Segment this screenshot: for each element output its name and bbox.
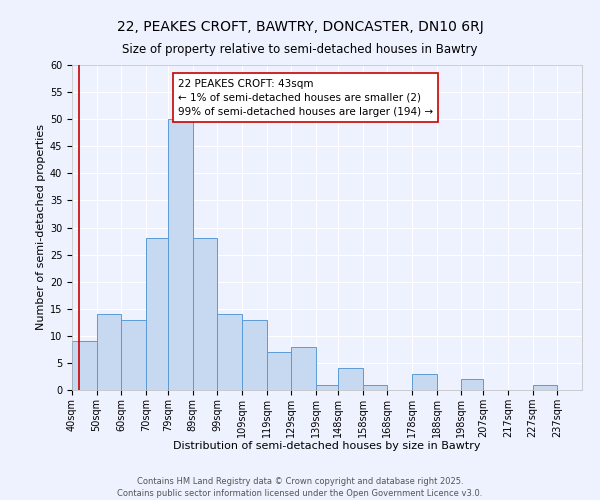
Bar xyxy=(72,341,97,390)
Bar xyxy=(266,352,291,390)
Bar xyxy=(461,379,484,390)
Bar xyxy=(217,314,242,390)
Text: Contains HM Land Registry data © Crown copyright and database right 2025.: Contains HM Land Registry data © Crown c… xyxy=(137,478,463,486)
Y-axis label: Number of semi-detached properties: Number of semi-detached properties xyxy=(35,124,46,330)
Bar xyxy=(242,320,266,390)
Text: Contains public sector information licensed under the Open Government Licence v3: Contains public sector information licen… xyxy=(118,489,482,498)
Text: 22, PEAKES CROFT, BAWTRY, DONCASTER, DN10 6RJ: 22, PEAKES CROFT, BAWTRY, DONCASTER, DN1… xyxy=(116,20,484,34)
Bar xyxy=(97,314,121,390)
X-axis label: Distribution of semi-detached houses by size in Bawtry: Distribution of semi-detached houses by … xyxy=(173,442,481,452)
Bar xyxy=(121,320,146,390)
Bar xyxy=(291,346,316,390)
Bar xyxy=(146,238,168,390)
Bar xyxy=(193,238,217,390)
Bar xyxy=(338,368,363,390)
Text: 22 PEAKES CROFT: 43sqm
← 1% of semi-detached houses are smaller (2)
99% of semi-: 22 PEAKES CROFT: 43sqm ← 1% of semi-deta… xyxy=(178,78,433,116)
Bar xyxy=(412,374,437,390)
Bar xyxy=(363,384,388,390)
Bar xyxy=(533,384,557,390)
Bar xyxy=(316,384,338,390)
Text: Size of property relative to semi-detached houses in Bawtry: Size of property relative to semi-detach… xyxy=(122,42,478,56)
Bar xyxy=(168,119,193,390)
